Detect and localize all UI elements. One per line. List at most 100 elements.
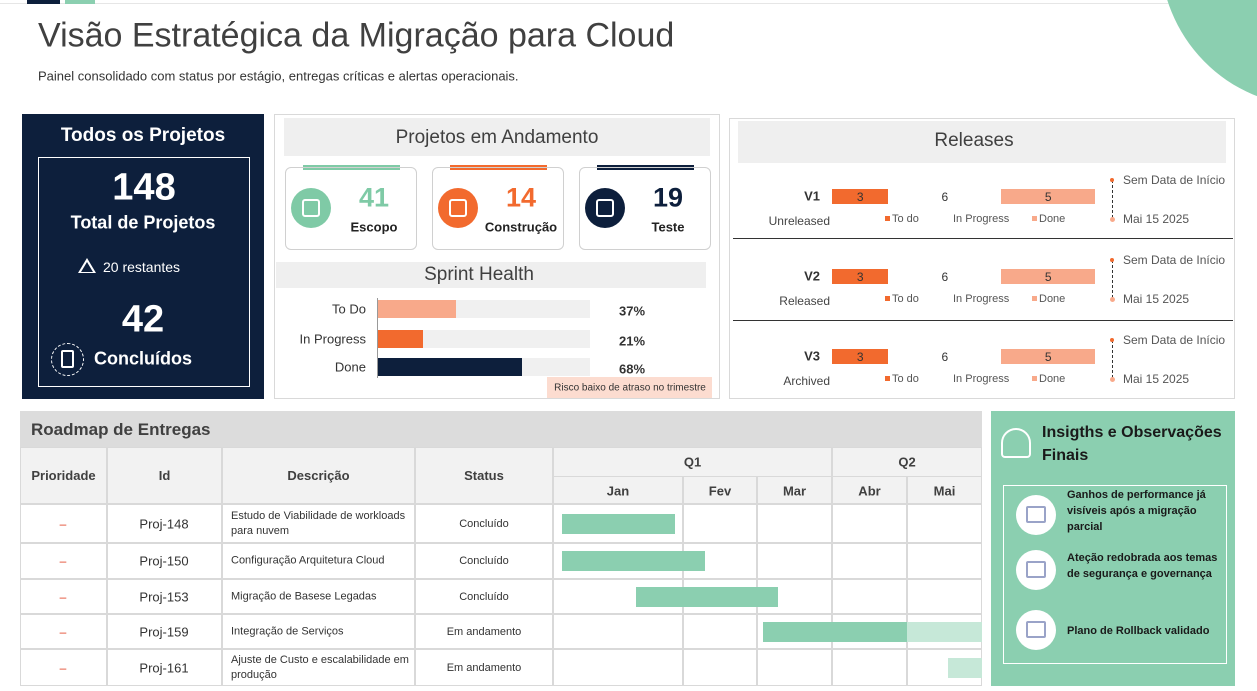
release-segment-label: 3 <box>856 350 864 364</box>
release-timeline <box>1112 340 1113 378</box>
table-cell <box>683 504 757 543</box>
projects-inner-box <box>38 157 250 387</box>
insight-text: Plano de Rollback validado <box>1067 625 1210 637</box>
card-icon <box>438 188 478 228</box>
legend-label: To do <box>892 373 919 385</box>
table-cell <box>832 579 907 614</box>
card-label: Teste <box>651 219 685 235</box>
sprint-header <box>276 262 706 288</box>
legend-label: In Progress <box>953 293 1010 305</box>
insight-icon <box>1016 495 1056 535</box>
column-header: Descrição <box>287 468 350 483</box>
sprint-value-label: 21% <box>618 333 646 349</box>
table-cell <box>683 614 757 649</box>
card-label: Escopo <box>350 219 398 235</box>
releases-header <box>738 121 1226 163</box>
release-start: Sem Data de Início <box>1123 173 1226 187</box>
description: Estudo de Viabilidade de workloads para … <box>231 509 406 537</box>
legend-label: Done <box>1039 373 1066 385</box>
legend-label: In Progress <box>953 373 1010 385</box>
legend-swatch <box>885 296 890 301</box>
release-segment-label: 5 <box>1044 190 1052 204</box>
sprint-value-label: 68% <box>618 361 646 377</box>
table-cell <box>107 614 222 649</box>
description: Configuração Arquitetura Cloud <box>231 554 385 567</box>
release-start: Sem Data de Início <box>1123 333 1226 347</box>
in-progress-header <box>284 118 710 156</box>
table-cell <box>415 649 553 686</box>
top-accent-dark <box>27 0 60 4</box>
column-header: Prioridade <box>31 468 96 483</box>
gantt-bar <box>636 586 778 607</box>
gantt-bar <box>562 551 706 571</box>
table-cell <box>222 543 415 579</box>
table-cell <box>415 543 553 579</box>
gantt-bar <box>763 621 907 642</box>
card-icon <box>585 188 625 228</box>
quarter-cell <box>832 447 982 477</box>
description: Migração de Basese Legadas <box>231 590 377 602</box>
legend-swatch <box>946 376 951 381</box>
release-status: Unreleased <box>768 214 830 228</box>
legend-swatch <box>1032 376 1037 381</box>
column-header: Status <box>464 468 504 483</box>
release-version: V1 <box>804 188 820 204</box>
card <box>579 167 711 250</box>
timeline-dot <box>1110 377 1115 382</box>
table-cell <box>107 649 222 686</box>
project-id: Proj-150 <box>139 553 189 569</box>
release-version: V3 <box>804 348 820 364</box>
release-segment-label: 3 <box>856 190 864 204</box>
insights-title: Insigths e Observações Finais <box>1042 424 1222 464</box>
release-segment <box>888 349 1002 364</box>
status: Concluído <box>459 555 509 567</box>
release-end: Mai 15 2025 <box>1123 212 1190 226</box>
sprint-axis <box>377 298 378 378</box>
release-version: V2 <box>804 268 820 284</box>
header-cell <box>222 447 415 504</box>
table-cell <box>222 614 415 649</box>
release-start: Sem Data de Início <box>1123 253 1226 267</box>
sprint-title: Sprint Health <box>424 264 534 285</box>
table-cell <box>553 614 683 649</box>
release-segment-label: 5 <box>1044 350 1052 364</box>
releases-panel <box>729 118 1235 399</box>
timeline-dot <box>1110 217 1115 222</box>
month-cell <box>907 476 982 504</box>
done-label: Concluídos <box>94 348 192 369</box>
quarter-label: Q1 <box>683 454 702 470</box>
sprint-track <box>378 330 590 348</box>
sprint-bar <box>378 358 523 376</box>
project-id: Proj-148 <box>139 516 189 531</box>
sprint-category: In Progress <box>299 331 366 347</box>
legend-label: To do <box>892 213 919 225</box>
sprint-category: To Do <box>332 301 366 317</box>
release-segment <box>832 269 889 284</box>
legend-label: In Progress <box>953 213 1010 225</box>
timeline-dot <box>1110 258 1114 262</box>
releases-title: Releases <box>934 130 1014 151</box>
table-cell <box>222 579 415 614</box>
table-cell <box>832 649 907 686</box>
release-segment <box>832 189 889 204</box>
sprint-value-label: 37% <box>618 303 646 319</box>
table-cell <box>907 504 982 543</box>
release-end: Mai 15 2025 <box>1123 292 1190 306</box>
release-segment-label: 5 <box>1044 270 1052 284</box>
release-timeline <box>1112 260 1113 298</box>
table-cell <box>553 649 683 686</box>
insight-icon-glyph <box>1026 561 1046 578</box>
roadmap-title: Roadmap de Entregas <box>31 420 211 439</box>
table-cell <box>832 543 907 579</box>
release-segment-label: 6 <box>941 350 949 364</box>
card-icon <box>291 188 331 228</box>
status: Concluído <box>459 590 509 603</box>
table-cell <box>683 649 757 686</box>
card-value: 19 <box>652 182 684 213</box>
release-timeline <box>1112 180 1113 218</box>
month-label: Jan <box>606 483 630 499</box>
done-icon <box>51 343 84 376</box>
table-cell <box>757 504 832 543</box>
card-value: 41 <box>358 182 390 213</box>
table-cell <box>20 579 107 614</box>
